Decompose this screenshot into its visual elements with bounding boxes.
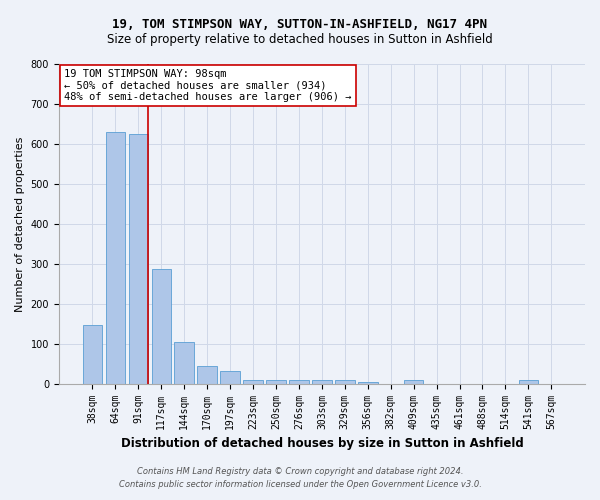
Text: 19, TOM STIMPSON WAY, SUTTON-IN-ASHFIELD, NG17 4PN: 19, TOM STIMPSON WAY, SUTTON-IN-ASHFIELD… bbox=[113, 18, 487, 30]
Bar bbox=[128, 134, 148, 384]
X-axis label: Distribution of detached houses by size in Sutton in Ashfield: Distribution of detached houses by size … bbox=[121, 437, 523, 450]
Bar bbox=[358, 382, 377, 384]
Y-axis label: Number of detached properties: Number of detached properties bbox=[15, 136, 25, 312]
Bar bbox=[266, 380, 286, 384]
Bar bbox=[152, 268, 171, 384]
Bar bbox=[220, 372, 240, 384]
Text: Size of property relative to detached houses in Sutton in Ashfield: Size of property relative to detached ho… bbox=[107, 32, 493, 46]
Bar bbox=[83, 324, 102, 384]
Bar bbox=[106, 132, 125, 384]
Bar bbox=[289, 380, 308, 384]
Text: Contains public sector information licensed under the Open Government Licence v3: Contains public sector information licen… bbox=[119, 480, 481, 489]
Bar bbox=[404, 380, 424, 384]
Bar bbox=[312, 380, 332, 384]
Bar bbox=[335, 380, 355, 384]
Text: Contains HM Land Registry data © Crown copyright and database right 2024.: Contains HM Land Registry data © Crown c… bbox=[137, 467, 463, 476]
Bar bbox=[175, 342, 194, 384]
Bar bbox=[244, 380, 263, 384]
Bar bbox=[518, 380, 538, 384]
Bar bbox=[197, 366, 217, 384]
Text: 19 TOM STIMPSON WAY: 98sqm
← 50% of detached houses are smaller (934)
48% of sem: 19 TOM STIMPSON WAY: 98sqm ← 50% of deta… bbox=[64, 69, 352, 102]
